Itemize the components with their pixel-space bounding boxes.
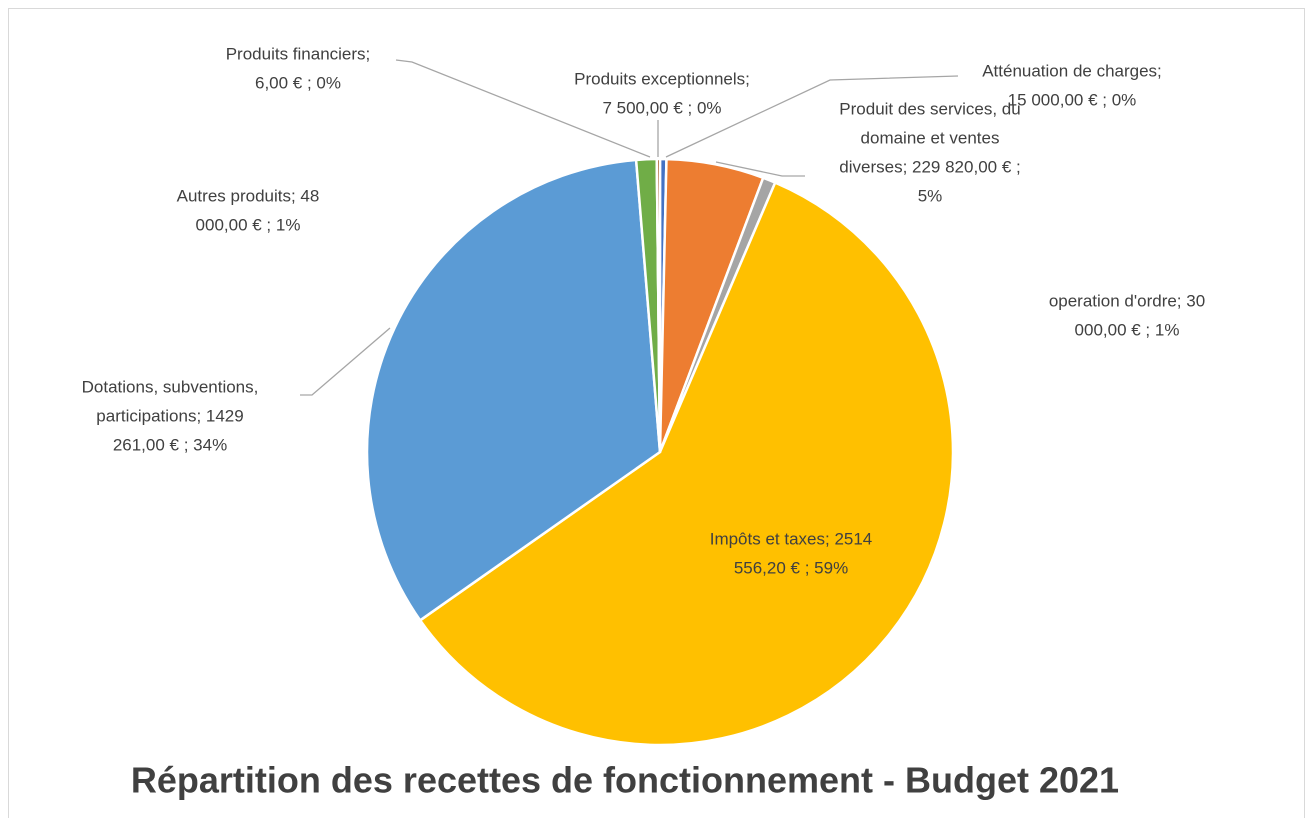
chart-title: Répartition des recettes de fonctionneme…: [131, 760, 1119, 801]
leader-line: [715, 161, 805, 177]
data-label: Produits exceptionnels;: [574, 69, 750, 88]
data-label: domaine et ventes: [861, 128, 1000, 147]
data-label: 15 000,00 € ; 0%: [1008, 90, 1137, 109]
data-labels: Atténuation de charges;15 000,00 € ; 0%P…: [82, 44, 1206, 577]
data-label: 000,00 € ; 1%: [196, 215, 301, 234]
leader-line: [665, 75, 959, 158]
leader-line: [300, 327, 391, 396]
data-label: Produits financiers;: [226, 44, 371, 63]
data-label: 7 500,00 € ; 0%: [602, 98, 721, 117]
leader-line: [395, 59, 651, 158]
data-label: Produit des services, du: [839, 99, 1020, 118]
data-label: Autres produits; 48: [177, 186, 320, 205]
data-label: Atténuation de charges;: [982, 61, 1162, 80]
data-label: Dotations, subventions,: [82, 377, 259, 396]
data-label: diverses; 229 820,00 € ;: [839, 157, 1020, 176]
pie-slice: [418, 181, 955, 747]
data-label: operation d'ordre; 30: [1049, 291, 1205, 310]
data-label: 5%: [918, 186, 943, 205]
data-label: 261,00 € ; 34%: [113, 435, 227, 454]
data-label: 000,00 € ; 1%: [1075, 320, 1180, 339]
pie: [365, 157, 955, 747]
pie-slice: [655, 157, 662, 454]
pie-slice: [365, 158, 662, 622]
data-label: 556,20 € ; 59%: [734, 558, 848, 577]
data-label: participations; 1429: [96, 406, 243, 425]
data-label: 6,00 € ; 0%: [255, 73, 341, 92]
data-label: Impôts et taxes; 2514: [710, 529, 873, 548]
